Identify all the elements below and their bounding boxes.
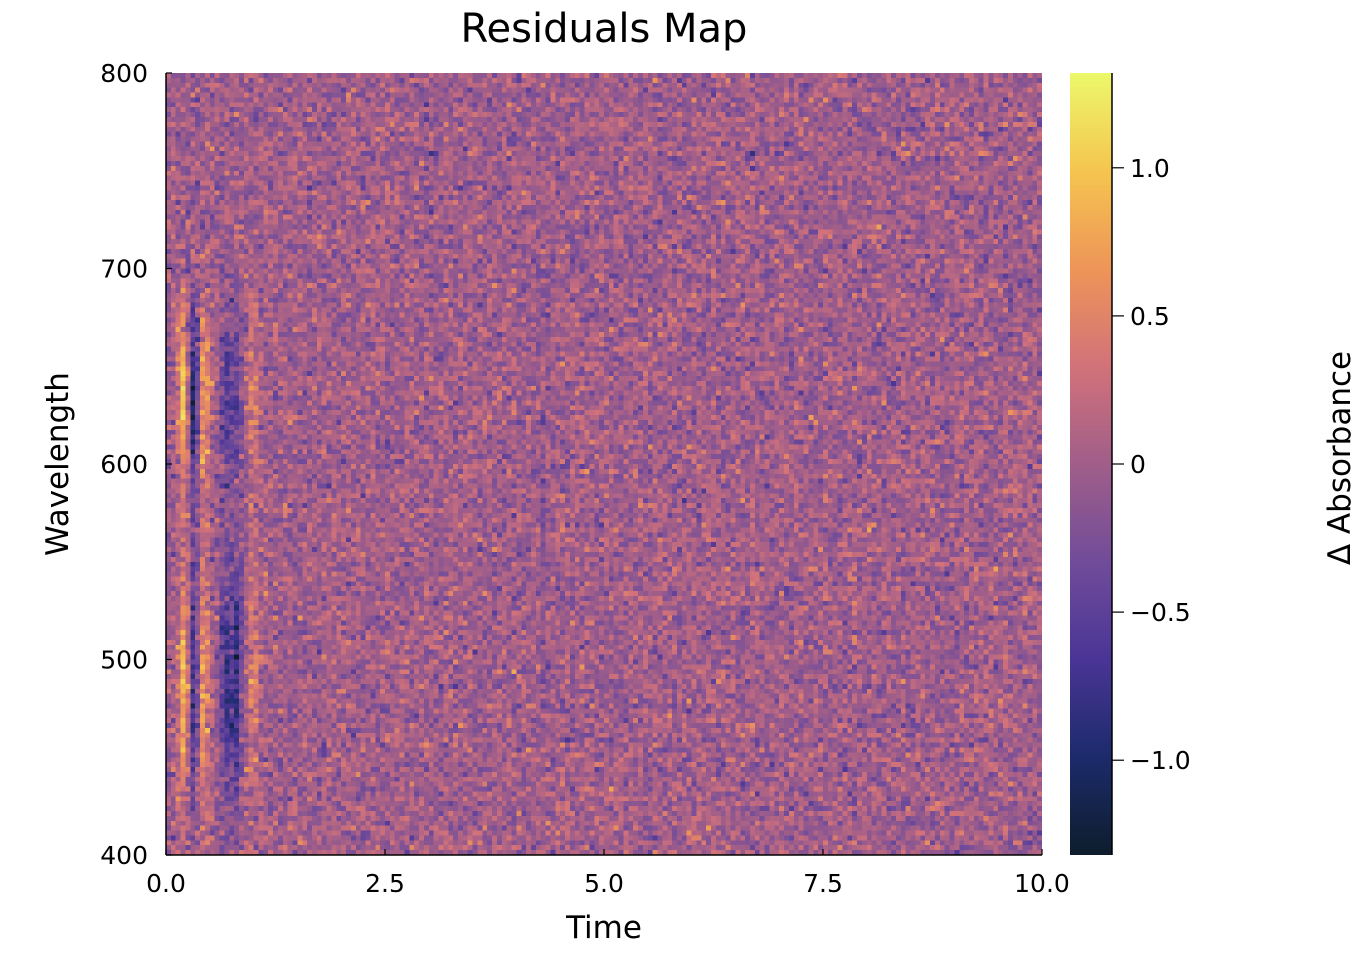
y-tick-label: 500 xyxy=(100,646,148,675)
x-tick-label: 0.0 xyxy=(146,869,186,898)
x-ticks: 0.0 2.5 5.0 7.5 10.0 xyxy=(146,849,1070,898)
colorbar xyxy=(1070,73,1112,855)
x-tick-label: 5.0 xyxy=(584,869,624,898)
heatmap-grid xyxy=(166,73,1042,855)
x-tick-label: 2.5 xyxy=(365,869,405,898)
y-tick-label: 700 xyxy=(100,255,148,284)
y-tick-label: 800 xyxy=(100,59,148,88)
chart-title: Residuals Map xyxy=(461,6,748,52)
colorbar-tick-label: 0 xyxy=(1130,450,1146,479)
colorbar-tick-label: 0.5 xyxy=(1130,302,1170,331)
x-tick-label: 7.5 xyxy=(803,869,843,898)
colorbar-tick-label: 1.0 xyxy=(1130,154,1170,183)
colorbar-ticks: −1.0 −0.5 0 0.5 1.0 xyxy=(1112,154,1191,775)
y-ticks: 400 500 600 700 800 xyxy=(100,59,172,870)
y-tick-label: 600 xyxy=(100,450,148,479)
x-tick-label: 10.0 xyxy=(1014,869,1070,898)
colorbar-tick-label: −1.0 xyxy=(1130,746,1191,775)
colorbar-tick-label: −0.5 xyxy=(1130,598,1191,627)
colorbar-label: Δ Absorbance xyxy=(1322,351,1358,565)
y-tick-label: 400 xyxy=(100,841,148,870)
y-axis-label: Wavelength xyxy=(40,372,76,556)
x-axis-label: Time xyxy=(565,910,642,946)
